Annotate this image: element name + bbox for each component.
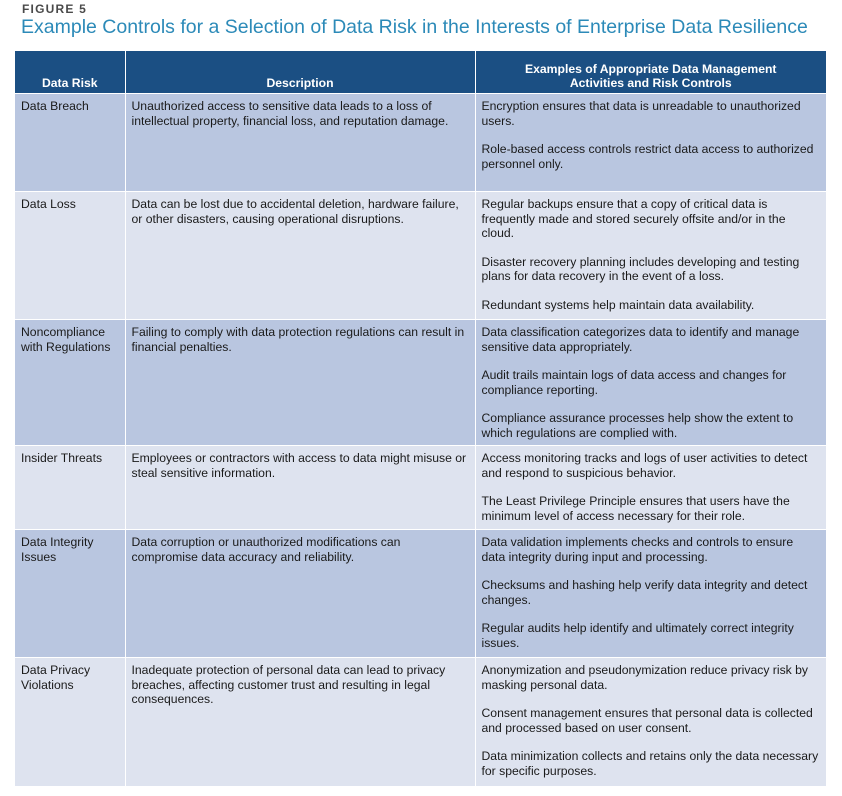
table-row: Data Privacy Violations Inadequate prote… [15, 657, 826, 786]
control-item: The Least Privilege Principle ensures th… [481, 494, 790, 523]
description-cell: Data can be lost due to accidental delet… [125, 191, 476, 320]
header-data-risk: Data Risk [15, 51, 126, 94]
description-cell: Employees or contractors with access to … [125, 445, 476, 530]
description-cell: Data corruption or unauthorized modifica… [125, 529, 476, 658]
table-header-row: Data Risk Description Examples of Approp… [15, 51, 826, 94]
control-item: Regular audits help identify and ultimat… [481, 621, 794, 650]
description-cell: Failing to comply with data protection r… [125, 319, 476, 446]
control-item: Anonymization and pseudonymization reduc… [481, 663, 809, 692]
header-controls: Examples of Appropriate Data Management … [475, 51, 826, 94]
table-row: Data Integrity Issues Data corruption or… [15, 529, 826, 658]
header-controls-line1: Examples of Appropriate Data Management [525, 62, 777, 76]
control-item: Compliance assurance processes help show… [481, 411, 794, 440]
description-cell: Unauthorized access to sensitive data le… [125, 93, 476, 192]
control-item: Data minimization collects and retains o… [481, 749, 819, 778]
risk-cell: Data Integrity Issues [15, 529, 126, 658]
controls-cell: Anonymization and pseudonymization reduc… [475, 657, 826, 786]
control-item: Encryption ensures that data is unreadab… [481, 99, 801, 128]
controls-cell: Encryption ensures that data is unreadab… [475, 93, 826, 192]
description-cell: Inadequate protection of personal data c… [125, 657, 476, 786]
controls-cell: Access monitoring tracks and logs of use… [475, 445, 826, 530]
header-description: Description [125, 51, 476, 94]
data-risk-table: Data Risk Description Examples of Approp… [15, 51, 826, 786]
controls-cell: Regular backups ensure that a copy of cr… [475, 191, 826, 320]
figure-label: FIGURE 5 [22, 2, 87, 16]
risk-cell: Data Breach [15, 93, 126, 192]
control-item: Data validation implements checks and co… [481, 535, 794, 564]
table-row: Insider Threats Employees or contractors… [15, 445, 826, 530]
control-item: Access monitoring tracks and logs of use… [481, 451, 808, 480]
risk-cell: Data Privacy Violations [15, 657, 126, 786]
risk-cell: Insider Threats [15, 445, 126, 530]
figure-title: Example Controls for a Selection of Data… [21, 16, 808, 38]
table-row: Data Breach Unauthorized access to sensi… [15, 93, 826, 192]
table-row: Data Loss Data can be lost due to accide… [15, 191, 826, 320]
control-item: Audit trails maintain logs of data acces… [481, 368, 787, 397]
control-item: Redundant systems help maintain data ava… [481, 297, 755, 312]
control-item: Disaster recovery planning includes deve… [481, 254, 800, 284]
risk-cell: Noncompliance with Regulations [15, 319, 126, 446]
control-item: Data classification categorizes data to … [481, 325, 800, 354]
control-item: Role-based access controls restrict data… [481, 142, 814, 171]
controls-cell: Data validation implements checks and co… [475, 529, 826, 658]
header-controls-line2: Activities and Risk Controls [569, 75, 732, 90]
controls-cell: Data classification categorizes data to … [475, 319, 826, 446]
risk-cell: Data Loss [15, 191, 126, 320]
control-item: Regular backups ensure that a copy of cr… [481, 197, 786, 240]
table-row: Noncompliance with Regulations Failing t… [15, 319, 826, 446]
control-item: Checksums and hashing help verify data i… [481, 578, 808, 607]
control-item: Consent management ensures that personal… [481, 706, 813, 735]
